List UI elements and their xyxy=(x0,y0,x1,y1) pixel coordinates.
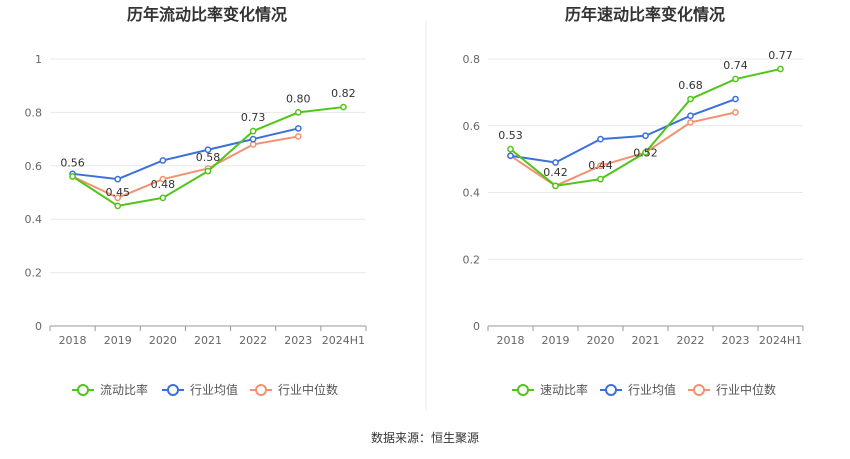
main-series-point xyxy=(732,75,739,83)
legend-label[interactable]: 行业均值 xyxy=(190,382,238,397)
avg-series-line xyxy=(72,127,299,181)
x-tick-label: 2023 xyxy=(284,334,312,347)
y-tick-label: 0.4 xyxy=(463,187,481,200)
median-series-line xyxy=(72,135,299,199)
current-ratio-chart: 历年流动比率变化情况 0 0.2 0.4 0.6 0.8 1 2018 2019 2020 2021… xyxy=(25,5,367,397)
x-tick-label: 2022 xyxy=(239,334,267,347)
legend-label[interactable]: 速动比率 xyxy=(540,382,588,397)
avg-series-point xyxy=(642,132,649,140)
main-series-point xyxy=(507,145,514,153)
main-series-point xyxy=(642,149,649,156)
x-tick-label: 2022 xyxy=(677,334,705,347)
legend-swatch-marker xyxy=(255,384,267,396)
avg-series-point xyxy=(732,95,739,103)
avg-series-point xyxy=(294,125,302,132)
main-series-point xyxy=(294,109,302,116)
legend-swatch-marker xyxy=(167,384,179,396)
main-series-point xyxy=(114,202,122,210)
avg-series-point xyxy=(159,157,167,164)
data-label: 0.56 xyxy=(60,156,85,169)
main-series-point xyxy=(687,95,694,103)
main-series-point xyxy=(340,103,347,111)
x-tick-label: 2018 xyxy=(59,334,87,347)
median-series-point xyxy=(732,109,739,116)
median-series-point xyxy=(159,175,167,183)
avg-series-point xyxy=(114,175,122,183)
data-label: 0.80 xyxy=(286,92,311,105)
y-tick-label: 0.6 xyxy=(25,160,43,173)
legend-label[interactable]: 行业中位数 xyxy=(278,382,338,397)
quick-ratio-chart: 历年速动比率变化情况 0 0.2 0.4 0.6 0.8 2018 2019 2020 2021 2… xyxy=(463,5,804,397)
main-series-point xyxy=(249,127,257,135)
legend-label[interactable]: 行业均值 xyxy=(628,382,676,397)
main-series-point xyxy=(552,182,559,190)
avg-series-point xyxy=(687,112,694,120)
data-label: 0.74 xyxy=(723,59,748,72)
avg-series-point xyxy=(204,146,212,154)
legend-swatch-marker xyxy=(77,384,89,396)
x-tick-label: 2023 xyxy=(722,334,750,347)
x-tick-label: 2020 xyxy=(587,334,615,347)
x-tick-label: 2018 xyxy=(497,334,525,347)
data-label: 0.58 xyxy=(196,151,221,164)
avg-series-point xyxy=(249,135,257,143)
median-series-point xyxy=(114,194,122,202)
x-tick-label: 2019 xyxy=(542,334,570,347)
main-series-point xyxy=(597,175,604,183)
x-tick-label: 2024H1 xyxy=(322,334,365,347)
data-label: 0.73 xyxy=(241,111,266,124)
avg-series-line xyxy=(510,98,736,164)
median-series-point xyxy=(294,133,302,140)
main-series-point xyxy=(204,167,212,175)
x-tick-label: 2021 xyxy=(632,334,660,347)
data-label: 0.45 xyxy=(105,186,130,199)
main-series-point xyxy=(69,173,76,180)
data-label: 0.82 xyxy=(331,87,356,100)
data-label: 0.42 xyxy=(543,166,568,179)
y-tick-label: 0 xyxy=(35,320,42,333)
median-series-point xyxy=(597,162,604,170)
data-label: 0.52 xyxy=(633,146,658,159)
legend-label[interactable]: 行业中位数 xyxy=(716,382,776,397)
y-tick-label: 0.2 xyxy=(463,253,481,266)
median-series-point xyxy=(687,119,694,126)
y-tick-label: 0.4 xyxy=(25,213,43,226)
median-series-point xyxy=(249,141,257,148)
y-tick-label: 0.8 xyxy=(463,53,481,66)
avg-series-point xyxy=(597,135,604,143)
main-series-point xyxy=(159,194,167,202)
data-label: 0.68 xyxy=(678,79,703,92)
avg-series-point xyxy=(507,152,514,160)
main-series-point xyxy=(777,65,784,73)
data-label: 0.53 xyxy=(498,129,523,142)
avg-series-point xyxy=(552,159,559,166)
legend-swatch-marker xyxy=(605,384,617,396)
x-tick-label: 2020 xyxy=(149,334,177,347)
data-label: 0.77 xyxy=(768,49,793,62)
chart-title: 历年速动比率变化情况 xyxy=(565,5,725,24)
y-tick-label: 0.6 xyxy=(463,120,481,133)
data-source-note: 数据来源：恒生聚源 xyxy=(371,430,479,445)
y-tick-label: 0.2 xyxy=(25,267,43,280)
data-label: 0.44 xyxy=(588,159,613,172)
legend-label[interactable]: 流动比率 xyxy=(100,382,148,397)
x-tick-label: 2024H1 xyxy=(759,334,802,347)
legend-swatch-marker xyxy=(693,384,705,396)
y-tick-label: 1 xyxy=(35,53,42,66)
chart-title: 历年流动比率变化情况 xyxy=(127,5,287,24)
y-tick-label: 0.8 xyxy=(25,106,43,119)
x-tick-label: 2019 xyxy=(104,334,132,347)
legend-swatch-marker xyxy=(517,384,529,396)
data-label: 0.48 xyxy=(151,178,176,191)
y-tick-label: 0 xyxy=(473,320,480,333)
x-tick-label: 2021 xyxy=(194,334,222,347)
